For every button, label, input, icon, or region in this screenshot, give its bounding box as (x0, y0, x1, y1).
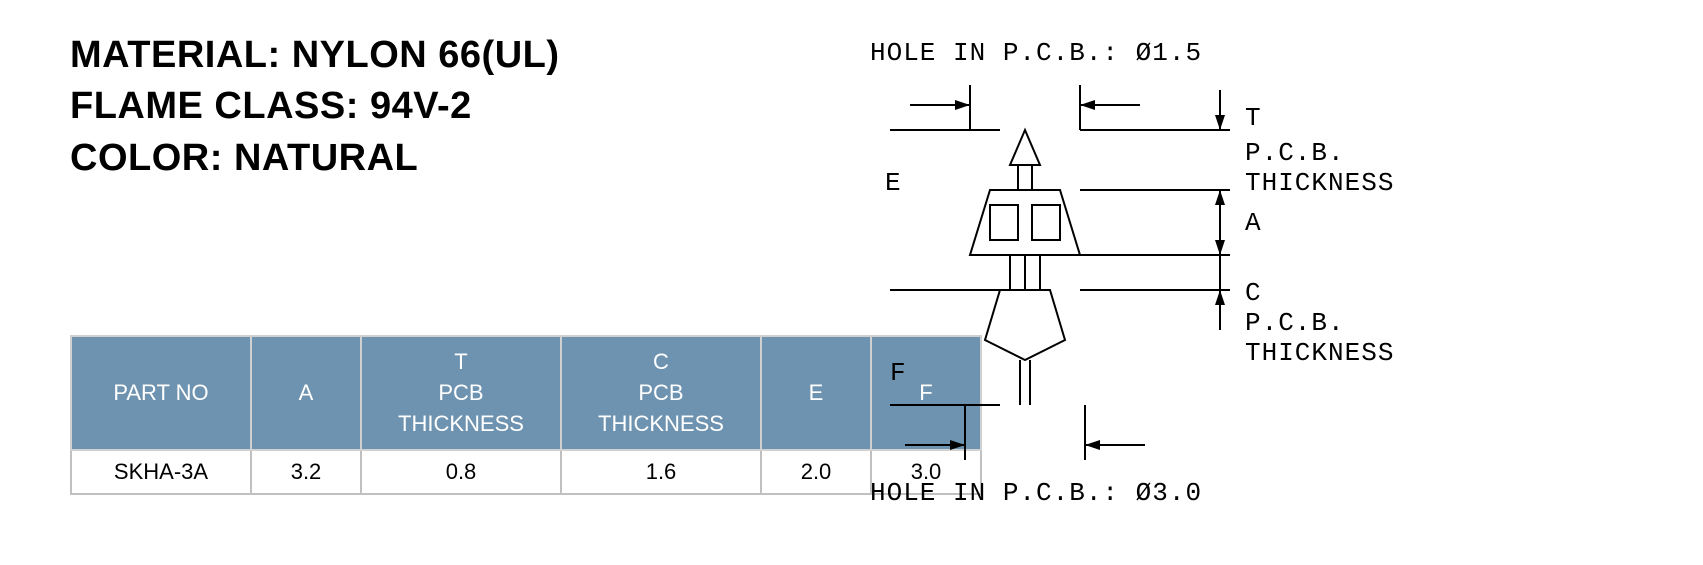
table-row: SKHA-3A 3.2 0.8 1.6 2.0 3.0 (71, 450, 981, 494)
spec-table: PART NO A TPCBTHICKNESS CPCBTHICKNESS E … (70, 335, 982, 495)
top-hole-label: HOLE IN P.C.B.: Ø1.5 (870, 38, 1202, 68)
T-sub1: P.C.B. (1245, 138, 1345, 168)
cell-t: 0.8 (361, 450, 561, 494)
col-a: A (251, 336, 361, 450)
color-line: COLOR: NATURAL (70, 133, 560, 184)
col-partno: PART NO (71, 336, 251, 450)
flame-value: 94V-2 (370, 85, 472, 127)
flame-line: FLAME CLASS: 94V-2 (70, 81, 560, 132)
material-label: MATERIAL: (70, 34, 281, 76)
material-line: MATERIAL: NYLON 66(UL) (70, 30, 560, 81)
color-value: NATURAL (234, 137, 418, 179)
T-label: T (1245, 103, 1262, 133)
flame-label: FLAME CLASS: (70, 85, 359, 127)
col-t: TPCBTHICKNESS (361, 336, 561, 450)
bottom-hole-label: HOLE IN P.C.B.: Ø3.0 (870, 478, 1202, 508)
C-sub2: THICKNESS (1245, 338, 1394, 368)
C-sub1: P.C.B. (1245, 308, 1345, 338)
part-diagram: HOLE IN P.C.B.: Ø1.5 E F T P.C.B. THICKN… (850, 30, 1570, 530)
material-value: NYLON 66(UL) (292, 34, 560, 76)
cell-c: 1.6 (561, 450, 761, 494)
F-label: F (890, 358, 907, 388)
col-c: CPCBTHICKNESS (561, 336, 761, 450)
A-label: A (1245, 208, 1262, 238)
cell-partno: SKHA-3A (71, 450, 251, 494)
specs-block: MATERIAL: NYLON 66(UL) FLAME CLASS: 94V-… (70, 30, 560, 184)
T-sub2: THICKNESS (1245, 168, 1394, 198)
C-label: C (1245, 278, 1262, 308)
color-label: COLOR: (70, 137, 223, 179)
cell-a: 3.2 (251, 450, 361, 494)
E-label: E (885, 168, 902, 198)
table-header-row: PART NO A TPCBTHICKNESS CPCBTHICKNESS E … (71, 336, 981, 450)
